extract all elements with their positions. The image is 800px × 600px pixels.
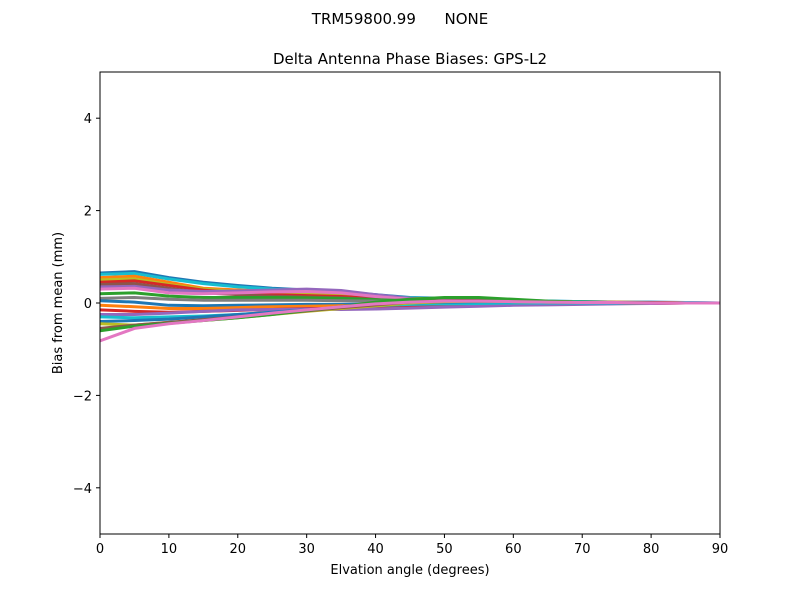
x-tick-label: 40 [367, 542, 384, 557]
x-tick-label: 0 [96, 542, 104, 557]
x-tick-label: 90 [712, 542, 729, 557]
figure-suptitle: TRM59800.99 NONE [311, 10, 488, 28]
x-tick-label: 10 [161, 542, 178, 557]
x-tick-label: 70 [574, 542, 591, 557]
y-tick-label: 0 [84, 297, 92, 312]
x-tick-label: 50 [436, 542, 453, 557]
y-axis-label: Bias from mean (mm) [51, 232, 66, 374]
y-tick-label: −2 [73, 389, 92, 404]
x-axis-label: Elvation angle (degrees) [330, 563, 489, 578]
chart-title: Delta Antenna Phase Biases: GPS-L2 [273, 50, 547, 68]
series-line-20 [100, 299, 720, 343]
series-group [100, 270, 720, 343]
y-tick-label: 2 [84, 205, 92, 220]
x-tick-label: 60 [505, 542, 522, 557]
y-axis-ticks: −4 −2 0 2 4 [73, 112, 100, 497]
y-tick-label: −4 [73, 482, 92, 497]
y-tick-label: 4 [84, 112, 92, 127]
x-tick-label: 20 [230, 542, 247, 557]
x-axis-ticks: 0 10 20 30 40 50 60 70 80 90 [96, 534, 728, 557]
x-tick-label: 30 [298, 542, 315, 557]
x-tick-label: 80 [643, 542, 660, 557]
